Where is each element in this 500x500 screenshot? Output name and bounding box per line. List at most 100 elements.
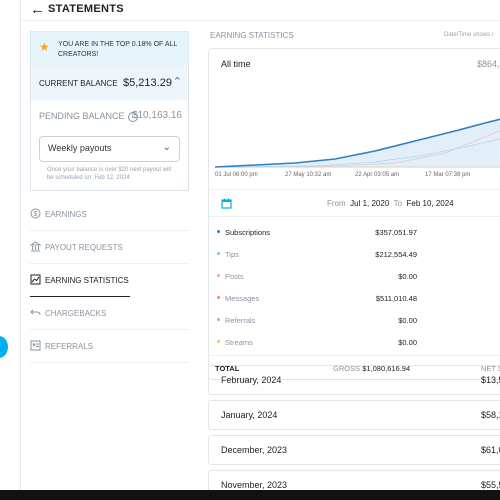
statements-sidebar: ★ YOU ARE IN THE TOP 0.18% OF ALL CREATO…	[29, 31, 189, 363]
breakdown-label: Messages	[225, 294, 260, 303]
from-date[interactable]: Jul 1, 2020	[350, 199, 390, 208]
series-subscriptions-area	[215, 119, 500, 167]
breakdown-label: Posts	[225, 272, 244, 281]
nav-item-earning-statistics[interactable]: EARNING STATISTICS	[30, 264, 130, 297]
payout-frequency-value: Weekly payouts	[48, 143, 112, 153]
date-range-text: From Jul 1, 2020 To Feb 10, 2024	[327, 199, 454, 208]
pending-balance-label-text: PENDING BALANCE	[39, 111, 125, 121]
stats-card: All time $864,4 01 Jul 06:00 pm 27 May 1…	[208, 48, 500, 380]
breakdown-row[interactable]: Streams $0.00	[209, 331, 500, 353]
current-balance-value: $5,213.29	[123, 77, 172, 89]
chart-x-tick-1: 27 May 10:32 am	[285, 172, 331, 178]
date-range-selector[interactable]: From Jul 1, 2020 To Feb 10, 2024	[209, 189, 500, 217]
month-label: January, 2024	[221, 410, 278, 420]
breakdown-label: Tips	[225, 250, 239, 259]
breakdown-row[interactable]: Posts $0.00	[209, 265, 500, 287]
section-title: EARNING STATISTICS	[210, 31, 294, 40]
payout-note: Once your balance is over $20 next payou…	[47, 167, 172, 181]
nav-label-referrals: REFERRALS	[45, 342, 94, 351]
breakdown-value: $511,010.48	[375, 294, 417, 303]
period-label: All time	[221, 59, 251, 69]
nav-item-payout-requests[interactable]: PAYOUT REQUESTS	[29, 231, 189, 264]
page-header: ← STATEMENTS	[20, 0, 500, 21]
nav-item-earnings[interactable]: $ EARNINGS	[30, 198, 189, 231]
total-label: TOTAL	[215, 364, 240, 373]
to-date[interactable]: Feb 10, 2024	[406, 199, 454, 208]
breakdown-value: $0.00	[398, 316, 417, 325]
current-balance-row[interactable]: CURRENT BALANCE $5,213.29 ⌃	[31, 66, 188, 100]
gross-label: GROSS	[333, 364, 361, 373]
pending-balance-value: $10,163.16	[131, 110, 182, 121]
dollar-circle-icon: $	[30, 208, 41, 219]
info-icon[interactable]: i	[127, 111, 138, 122]
svg-text:$: $	[34, 211, 38, 218]
series-subscriptions-line	[215, 118, 500, 168]
nav-label-chargebacks: CHARGEBACKS	[45, 309, 107, 318]
chevron-down-icon[interactable]: ⌄	[162, 142, 171, 153]
earnings-line-chart: 01 Jul 06:00 pm 27 May 10:32 am 22 Apr 0…	[215, 118, 500, 178]
period-total: $864,4	[477, 59, 500, 69]
nav-label-payout-requests: PAYOUT REQUESTS	[45, 243, 123, 252]
chart-icon	[30, 274, 41, 285]
month-value: $55,5	[481, 480, 500, 490]
net-value: $	[498, 364, 500, 373]
person-card-icon	[30, 340, 41, 351]
pending-balance-row: PENDING BALANCE i $10,163.16	[31, 100, 188, 130]
gross-total: GROSS $1,080,616.94	[333, 364, 410, 373]
back-arrow-icon[interactable]: ←	[30, 1, 45, 18]
page-title: STATEMENTS	[48, 3, 124, 15]
month-value: $13,5	[481, 375, 500, 385]
net-total: NET $	[481, 364, 500, 373]
from-label: From	[327, 199, 346, 208]
breakdown-value: $0.00	[398, 338, 417, 347]
calendar-icon[interactable]	[221, 196, 232, 209]
breakdown-row[interactable]: Messages$511,010.48$	[209, 287, 500, 309]
series-color-dot-icon	[217, 340, 220, 343]
gross-value: $1,080,616.94	[362, 364, 411, 373]
series-color-dot-icon	[217, 252, 220, 255]
chart-x-tick-2: 22 Apr 03:05 am	[355, 172, 399, 178]
net-label: NET	[481, 364, 496, 373]
payout-frequency-select[interactable]: Weekly payouts ⌄	[39, 136, 180, 162]
current-balance-label: CURRENT BALANCE	[39, 79, 118, 88]
chart-x-tick-0: 01 Jul 06:00 pm	[215, 172, 258, 178]
breakdown-row[interactable]: Tips$212,554.49$	[209, 243, 500, 265]
chevron-up-icon[interactable]: ⌃	[172, 76, 182, 88]
nav-label-earning-statistics: EARNING STATISTICS	[45, 276, 129, 285]
month-statement-card[interactable]: December, 2023 $61,0	[208, 435, 500, 465]
total-row: TOTAL GROSS $1,080,616.94 NET $	[209, 355, 500, 378]
nav-item-referrals[interactable]: REFERRALS	[30, 330, 189, 363]
earnings-breakdown-list: Subscriptions$357,051.97$Tips$212,554.49…	[209, 221, 500, 353]
chart-x-tick-3: 17 Mar 07:38 pm	[425, 172, 470, 178]
banner-text: YOU ARE IN THE TOP 0.18% OF ALL CREATORS…	[58, 41, 178, 58]
left-rail	[0, 0, 21, 490]
series-color-dot-icon	[217, 318, 220, 321]
month-statement-card[interactable]: February, 2024 $13,5	[208, 365, 500, 395]
month-value: $61,0	[481, 445, 500, 455]
statements-nav: $ EARNINGS PAYOUT REQUESTS EARNING STATI…	[29, 198, 189, 363]
breakdown-row[interactable]: Referrals $0.00	[209, 309, 500, 331]
pending-balance-label: PENDING BALANCE i	[39, 111, 138, 122]
month-value: $58,1	[481, 410, 500, 420]
breakdown-label: Subscriptions	[225, 228, 271, 237]
breakdown-row[interactable]: Subscriptions$357,051.97$	[209, 221, 500, 243]
bank-icon	[29, 241, 42, 252]
breakdown-value: $212,554.49	[375, 250, 417, 259]
breakdown-label: Streams	[225, 338, 253, 347]
floating-action-icon[interactable]	[0, 336, 8, 358]
month-statement-card[interactable]: January, 2024 $58,1	[208, 400, 500, 430]
month-label: November, 2023	[221, 480, 288, 490]
bottom-bar	[0, 490, 500, 500]
breakdown-value: $357,051.97	[375, 228, 417, 237]
month-label: December, 2023	[221, 445, 288, 455]
series-color-dot-icon	[217, 230, 220, 233]
nav-item-chargebacks[interactable]: CHARGEBACKS	[30, 297, 189, 330]
undo-icon	[30, 307, 41, 318]
timezone-note: Date/Time shows i	[444, 32, 494, 38]
star-icon: ★	[39, 40, 50, 54]
month-label: February, 2024	[221, 375, 282, 385]
balance-card: CURRENT BALANCE $5,213.29 ⌃ PENDING BALA…	[30, 66, 189, 191]
to-label: To	[393, 199, 403, 208]
top-creator-banner: ★ YOU ARE IN THE TOP 0.18% OF ALL CREATO…	[30, 31, 189, 66]
